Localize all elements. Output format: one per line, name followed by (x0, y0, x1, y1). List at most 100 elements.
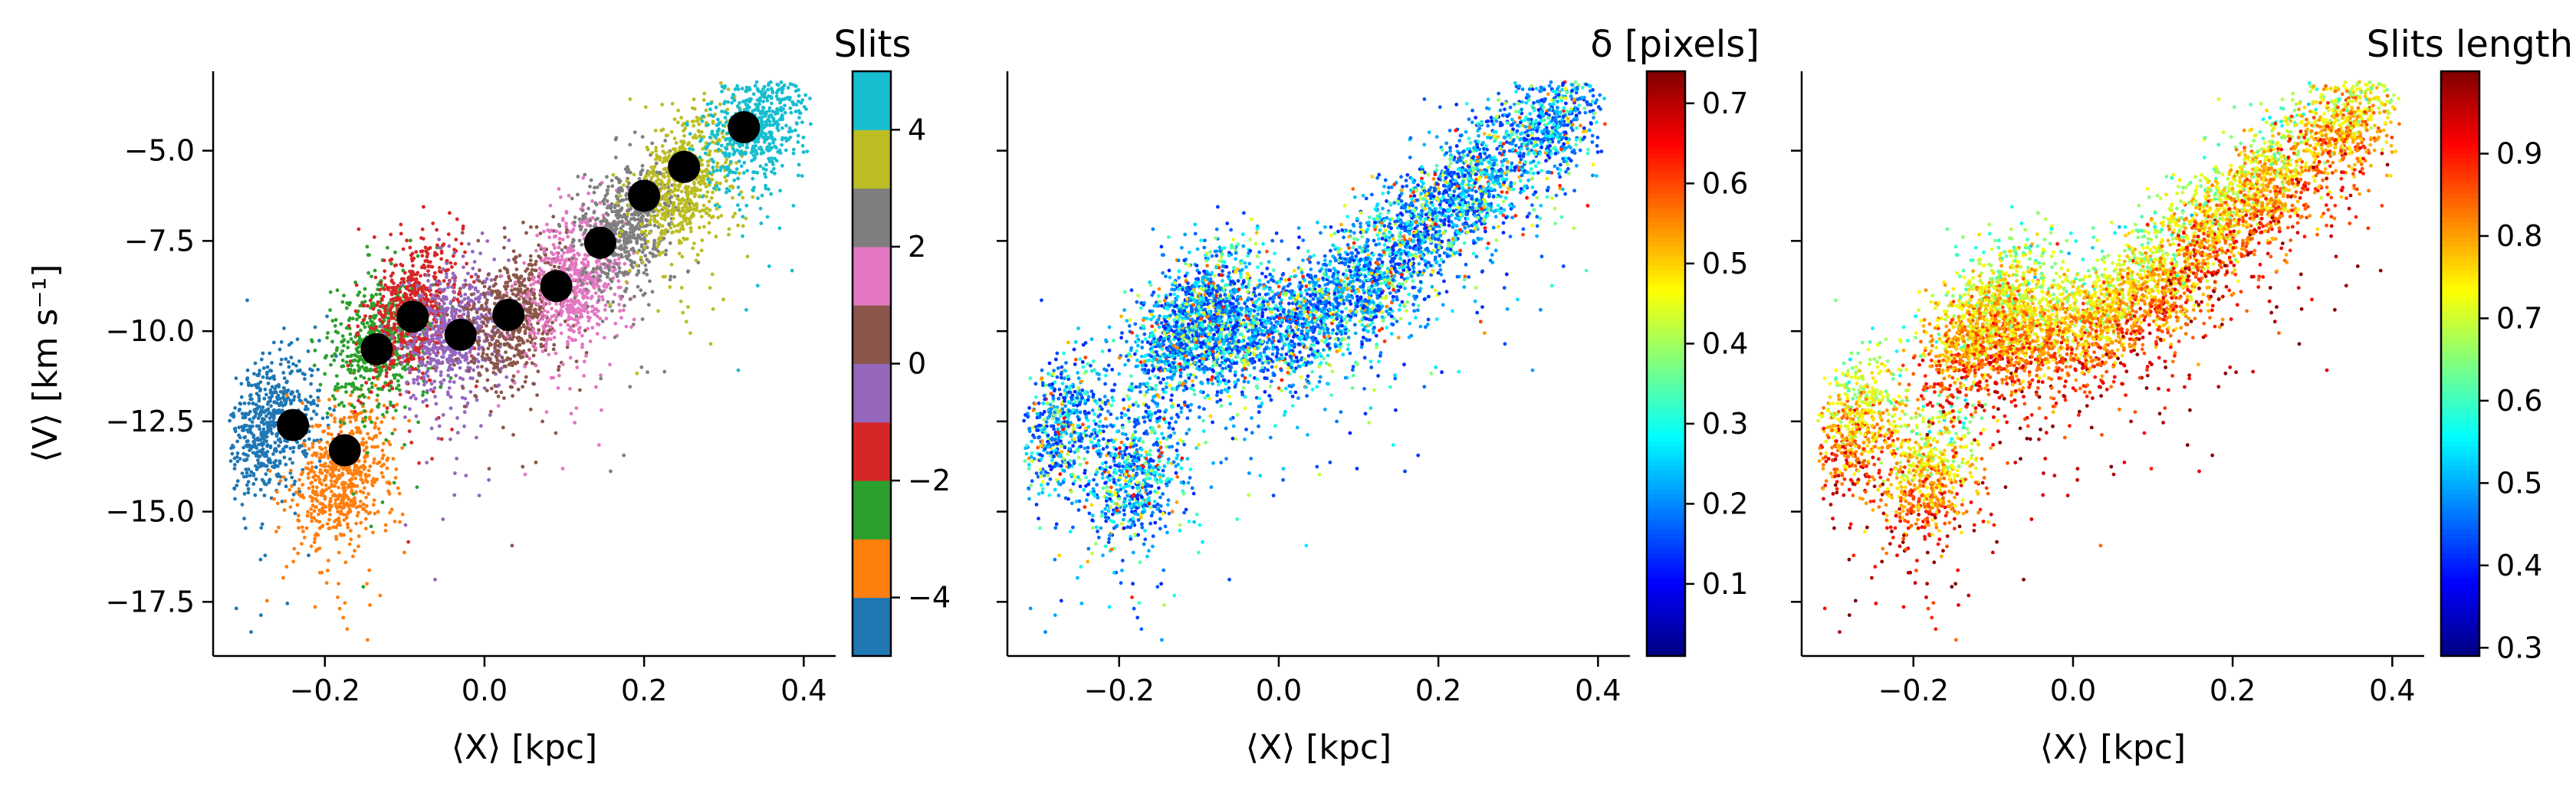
scatter-point (408, 245, 412, 250)
scatter-point (577, 224, 582, 228)
scatter-point (402, 291, 407, 296)
scatter-point (501, 425, 505, 430)
scatter-point (389, 232, 393, 237)
scatter-point (491, 370, 496, 375)
scatter-point (342, 518, 347, 522)
scatter-point (527, 356, 531, 361)
scatter-point (268, 396, 273, 401)
scatter-point (349, 537, 353, 542)
scatter-point (336, 330, 340, 335)
scatter-point (385, 406, 389, 410)
scatter-point (476, 340, 480, 345)
scatter-point (527, 331, 532, 335)
scatter-point (279, 400, 284, 405)
scatter-point (446, 232, 451, 237)
scatter-point (485, 298, 489, 303)
scatter-point (330, 490, 334, 494)
scatter-point (640, 250, 645, 254)
scatter-point (611, 300, 616, 304)
scatter-point (282, 508, 287, 512)
scatter-point (356, 324, 360, 329)
scatter-point (552, 336, 557, 339)
scatter-point (566, 342, 570, 346)
scatter-point (581, 217, 585, 221)
scatter-point (368, 464, 373, 469)
scatter-point (235, 439, 239, 444)
scatter-point (534, 461, 538, 464)
scatter-point (247, 402, 251, 405)
scatter-point (391, 457, 396, 461)
scatter-point (507, 274, 511, 279)
scatter-point (349, 503, 353, 507)
scatter-point (639, 237, 643, 241)
scatter-point (542, 250, 547, 254)
scatter-point (583, 212, 588, 216)
scatter-point (348, 332, 353, 336)
scatter-point (324, 450, 329, 454)
scatter-point (363, 454, 367, 459)
scatter-point (629, 263, 633, 267)
scatter-point (412, 351, 417, 356)
scatter-point (465, 261, 469, 266)
scatter-point (586, 315, 590, 320)
scatter-point (400, 330, 405, 335)
scatter-point (560, 254, 564, 258)
scatter-point (605, 199, 610, 203)
scatter-point (355, 317, 359, 322)
scatter-point (409, 238, 412, 243)
scatter-point (518, 328, 522, 333)
scatter-point (317, 526, 322, 530)
scatter-point (490, 329, 495, 333)
scatter-point (367, 568, 372, 572)
scatter-point (329, 362, 333, 367)
scatter-point (232, 463, 237, 467)
scatter-point (445, 272, 449, 276)
scatter-point (426, 324, 431, 329)
scatter-point (597, 287, 602, 292)
scatter-point (360, 419, 365, 424)
scatter-point (428, 362, 432, 366)
scatter-point (576, 175, 580, 179)
scatter-point (245, 471, 249, 475)
scatter-point (512, 354, 517, 358)
scatter-point (619, 247, 624, 251)
scatter-point (245, 298, 249, 303)
scatter-point (478, 373, 482, 377)
scatter-point (314, 465, 318, 470)
scatter-point (626, 220, 630, 224)
scatter-point (498, 268, 502, 273)
scatter-point (288, 398, 293, 402)
scatter-point (493, 346, 497, 350)
scatter-point (379, 369, 383, 374)
scatter-point (486, 273, 491, 277)
scatter-point (528, 307, 533, 311)
scatter-point (502, 245, 506, 250)
scatter-point (313, 474, 317, 477)
scatter-point (256, 458, 260, 462)
scatter-point (274, 458, 278, 463)
scatter-point (254, 464, 258, 468)
scatter-point (264, 372, 269, 376)
scatter-point (430, 264, 435, 269)
scatter-point (472, 260, 477, 264)
scatter-point (397, 356, 402, 360)
scatter-point (510, 543, 514, 548)
scatter-point (296, 518, 301, 523)
scatter-point (432, 379, 437, 384)
scatter-point (297, 392, 301, 397)
scatter-point (483, 356, 488, 361)
scatter-point (584, 301, 588, 305)
scatter-point (573, 291, 577, 296)
scatter-point (366, 468, 371, 473)
scatter-point (617, 190, 621, 195)
scatter-point (282, 326, 286, 330)
scatter-point (350, 488, 354, 493)
scatter-point (677, 251, 682, 256)
scatter-point (399, 337, 403, 341)
scatter-point (249, 383, 254, 388)
scatter-point (536, 331, 540, 336)
scatter-point (344, 390, 348, 394)
scatter-point (447, 359, 452, 362)
scatter-point (314, 497, 318, 501)
scatter-point (338, 420, 343, 424)
